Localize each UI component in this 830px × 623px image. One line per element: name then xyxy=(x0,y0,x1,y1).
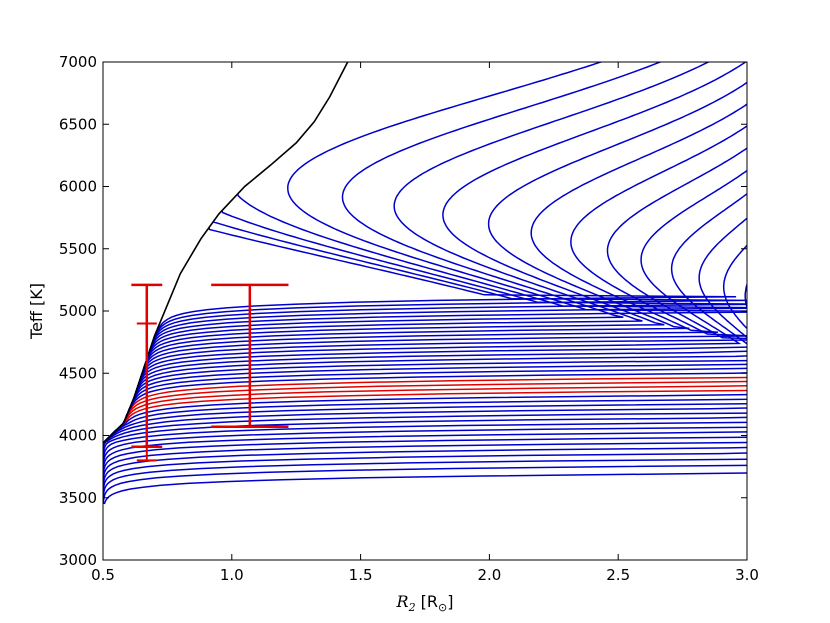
y-tick-label: 5500 xyxy=(59,240,97,258)
x-tick-label: 2.5 xyxy=(606,566,630,584)
boundary-curve xyxy=(103,62,349,444)
contour-lines xyxy=(103,62,747,505)
contour-line xyxy=(103,393,747,504)
boundary-curve-group xyxy=(103,62,349,444)
y-tick-label: 4500 xyxy=(59,364,97,382)
contour-line xyxy=(103,407,747,504)
contour-line xyxy=(103,446,747,504)
x-axis-ticks: 0.5 1.0 1.5 2.0 2.5 3.0 xyxy=(91,62,759,584)
contour-line xyxy=(103,402,747,504)
y-tick-label: 3500 xyxy=(59,489,97,507)
x-tick-label: 3.0 xyxy=(735,566,759,584)
y-tick-label: 4000 xyxy=(59,427,97,445)
x-tick-label: 1.0 xyxy=(220,566,244,584)
contour-line xyxy=(103,416,747,504)
y-axis-ticks: 3000 3500 4000 4500 5000 5500 6000 6500 7000 xyxy=(59,53,747,569)
y-tick-label: 7000 xyxy=(59,53,97,71)
y-tick-label: 6500 xyxy=(59,115,97,133)
error-bar-2 xyxy=(136,322,157,462)
contour-line xyxy=(103,412,747,504)
y-axis-label: Teff [K] xyxy=(27,283,46,340)
x-axis-label: R2 [R⊙] xyxy=(396,592,454,614)
y-tick-label: 3000 xyxy=(59,551,97,569)
y-tick-label: 6000 xyxy=(59,178,97,196)
contour-line xyxy=(103,426,747,504)
x-tick-label: 0.5 xyxy=(91,566,115,584)
contour-line xyxy=(103,421,747,504)
contour-line xyxy=(103,441,747,504)
x-tick-label: 1.5 xyxy=(349,566,373,584)
y-tick-label: 5000 xyxy=(59,302,97,320)
x-tick-label: 2.0 xyxy=(477,566,501,584)
contour-line xyxy=(103,398,747,504)
error-bars xyxy=(131,283,289,462)
error-bar-3 xyxy=(211,283,289,429)
